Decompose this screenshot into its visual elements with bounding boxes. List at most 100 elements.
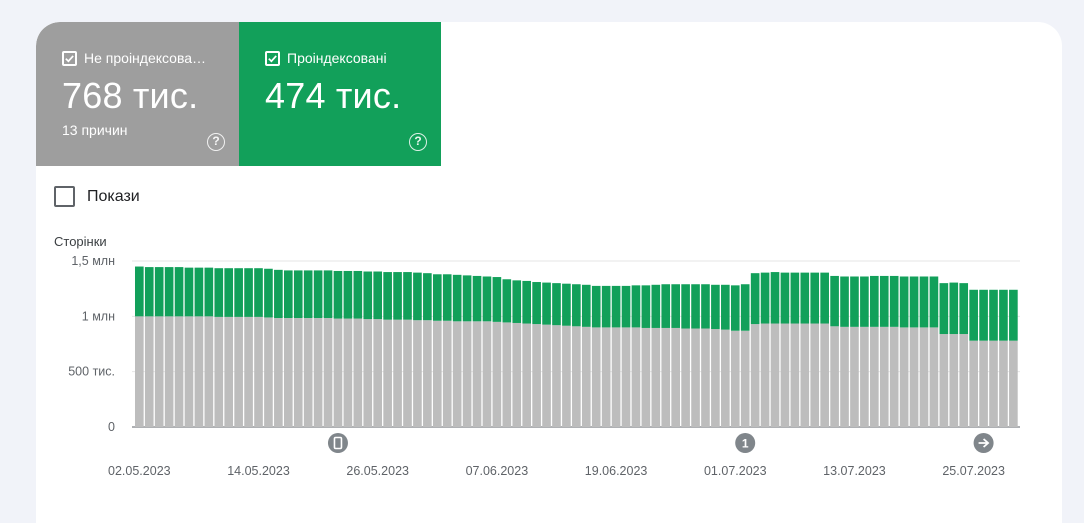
- bar-not_indexed: [790, 323, 800, 427]
- bar-indexed: [860, 276, 869, 327]
- bar-not_indexed: [323, 317, 333, 427]
- bar-indexed: [343, 270, 353, 319]
- bar-not_indexed: [999, 340, 1008, 427]
- help-icon[interactable]: ?: [207, 133, 225, 151]
- bar-not_indexed: [959, 334, 969, 427]
- bar-indexed: [780, 272, 790, 324]
- bar-not_indexed: [581, 326, 591, 427]
- impressions-toggle[interactable]: Покази: [54, 186, 140, 207]
- bar-not_indexed: [144, 316, 154, 427]
- bar-indexed: [323, 270, 333, 318]
- bar-not_indexed: [353, 318, 363, 427]
- bar-indexed: [234, 268, 243, 317]
- bar-indexed: [800, 272, 810, 324]
- bar-indexed: [681, 284, 690, 329]
- checkbox-checked-icon[interactable]: [62, 50, 77, 66]
- bar-indexed: [889, 275, 899, 327]
- bar-not_indexed: [383, 319, 392, 427]
- bar-not_indexed: [591, 327, 601, 427]
- bar-not_indexed: [452, 321, 462, 427]
- bar-indexed: [383, 272, 392, 320]
- bar-indexed: [651, 284, 661, 328]
- bar-indexed: [264, 268, 273, 318]
- bar-indexed: [661, 284, 671, 328]
- bar-indexed: [701, 284, 710, 329]
- bar-indexed: [532, 282, 541, 325]
- bar-indexed: [1009, 289, 1018, 341]
- bar-not_indexed: [274, 317, 283, 427]
- bar-not_indexed: [879, 326, 889, 427]
- annotation-phone-icon[interactable]: [327, 433, 348, 453]
- bar-not_indexed: [870, 326, 879, 427]
- bar-not_indexed: [681, 328, 690, 427]
- bar-indexed: [413, 272, 422, 321]
- bar-not_indexed: [939, 334, 949, 427]
- indexed-tile-header: Проіндексовані: [265, 50, 387, 66]
- bar-not_indexed: [840, 326, 849, 427]
- bar-indexed: [373, 271, 383, 320]
- bar-not_indexed: [244, 316, 253, 427]
- bar-indexed: [283, 270, 293, 318]
- help-icon[interactable]: ?: [409, 133, 427, 151]
- checkbox-unchecked-icon[interactable]: [54, 186, 75, 207]
- bar-indexed: [154, 267, 164, 317]
- bar-not_indexed: [810, 323, 820, 427]
- bar-indexed: [671, 284, 680, 328]
- bar-not_indexed: [373, 319, 383, 427]
- bar-not_indexed: [313, 317, 323, 427]
- bar-indexed: [621, 285, 631, 328]
- bar-not_indexed: [572, 326, 581, 427]
- x-tick-label: 07.06.2023: [466, 464, 529, 478]
- y-tick-label: 0: [108, 420, 115, 434]
- bar-indexed: [979, 289, 988, 341]
- bar-indexed: [492, 277, 502, 322]
- bar-indexed: [721, 284, 730, 330]
- bar-not_indexed: [293, 317, 303, 427]
- checkbox-checked-icon[interactable]: [265, 50, 280, 66]
- bar-indexed: [740, 284, 750, 331]
- bar-not_indexed: [164, 316, 174, 427]
- bar-not_indexed: [770, 323, 780, 427]
- annotation-arrow-right-icon[interactable]: [973, 433, 994, 453]
- bar-indexed: [244, 268, 253, 317]
- bar-indexed: [353, 270, 363, 319]
- bar-not_indexed: [691, 328, 700, 427]
- bar-not_indexed: [472, 321, 482, 427]
- indexed-label: Проіндексовані: [287, 50, 387, 66]
- bar-not_indexed: [711, 329, 720, 427]
- bar-not_indexed: [542, 324, 551, 427]
- not-indexed-tile[interactable]: Не проіндексова… 768 тис. 13 причин ?: [36, 22, 239, 166]
- annotation-marker[interactable]: 1: [735, 433, 756, 453]
- bar-indexed: [214, 268, 224, 317]
- bar-indexed: [572, 284, 581, 327]
- bar-indexed: [144, 267, 154, 317]
- y-tick-label: 1,5 млн: [71, 254, 115, 268]
- bar-indexed: [482, 276, 492, 322]
- bar-indexed: [601, 285, 611, 328]
- bar-not_indexed: [492, 321, 502, 427]
- bar-indexed: [184, 267, 194, 317]
- x-tick-label: 26.05.2023: [346, 464, 409, 478]
- bar-indexed: [939, 283, 949, 335]
- bar-indexed: [432, 274, 442, 321]
- bar-not_indexed: [969, 340, 978, 427]
- bar-indexed: [442, 274, 452, 321]
- bar-indexed: [254, 268, 263, 317]
- bar-indexed: [830, 275, 839, 327]
- bar-indexed: [969, 289, 978, 341]
- bar-indexed: [641, 285, 651, 328]
- svg-text:1: 1: [742, 437, 749, 451]
- bar-not_indexed: [651, 327, 661, 427]
- bar-indexed: [363, 271, 373, 320]
- y-tick-label: 1 млн: [82, 309, 115, 323]
- bar-not_indexed: [214, 316, 224, 427]
- impressions-toggle-label: Покази: [87, 187, 140, 205]
- bar-not_indexed: [254, 316, 263, 427]
- bar-not_indexed: [234, 316, 243, 427]
- bar-indexed: [423, 273, 432, 321]
- bar-not_indexed: [363, 319, 373, 427]
- bar-indexed: [194, 267, 204, 317]
- bar-indexed: [303, 270, 313, 318]
- bar-indexed: [164, 267, 174, 317]
- indexed-tile[interactable]: Проіндексовані 474 тис. ?: [239, 22, 441, 166]
